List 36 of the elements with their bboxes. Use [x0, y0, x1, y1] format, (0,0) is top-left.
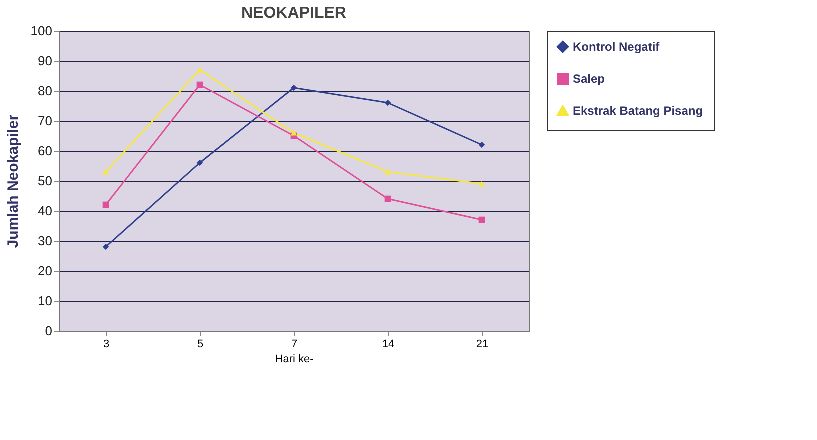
point [196, 82, 204, 88]
y-tick-label: 20 [38, 264, 52, 278]
y-tick-label: 50 [38, 174, 52, 188]
y-tick-label: 40 [38, 204, 52, 218]
y-tick-label: 100 [30, 24, 52, 38]
y-tick-label: 80 [38, 84, 52, 98]
point [196, 160, 204, 166]
point [290, 84, 298, 92]
point [478, 142, 486, 148]
point [478, 216, 486, 224]
legend-label: Kontrol Negatif [573, 40, 661, 54]
y-tick-label: 70 [38, 114, 52, 128]
x-tick-label: 5 [197, 338, 204, 350]
legend-label: Ekstrak Batang Pisang [573, 104, 704, 118]
x-axis-title: Hari ke- [275, 354, 314, 366]
point [290, 130, 298, 136]
point [384, 100, 392, 106]
point [196, 67, 204, 73]
x-tick-label: 14 [382, 338, 395, 350]
y-tick-label: 10 [38, 294, 52, 308]
legend-label: Salep [573, 72, 606, 86]
point [102, 169, 110, 175]
y-axis-title: Jumlah Neokapiler [4, 114, 22, 248]
x-tick-label: 7 [291, 338, 298, 350]
y-tick-label: 0 [45, 324, 52, 338]
y-tick-label: 30 [38, 234, 52, 248]
chart-title: NEOKAPILER [242, 5, 347, 22]
point [384, 169, 392, 175]
point [102, 244, 110, 250]
x-tick-label: 3 [103, 338, 110, 350]
point [478, 181, 486, 187]
point [384, 196, 392, 202]
point [102, 202, 110, 208]
x-tick-label: 21 [476, 338, 489, 350]
y-tick-label: 90 [38, 54, 52, 68]
y-tick-label: 60 [38, 144, 52, 158]
